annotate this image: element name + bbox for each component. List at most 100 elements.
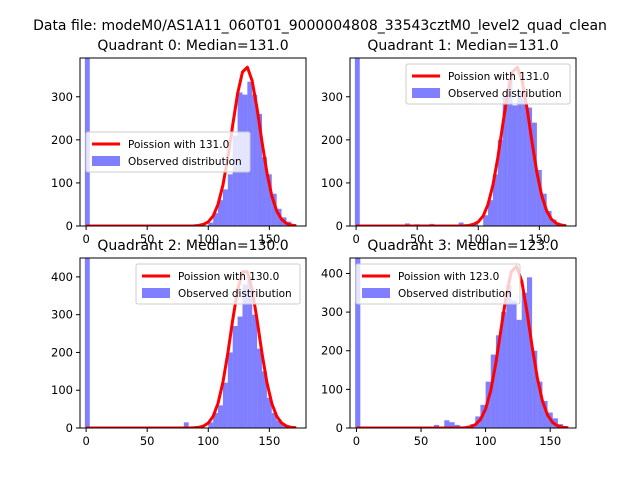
plot-area bbox=[84, 258, 297, 428]
histogram-bar-7 bbox=[232, 135, 238, 226]
histogram-bar-1 bbox=[433, 424, 440, 428]
y-tick-label: 100 bbox=[51, 176, 73, 190]
legend-label-observed: Observed distribution bbox=[448, 88, 562, 100]
histogram-bar-4 bbox=[218, 200, 223, 226]
histogram-bar-12 bbox=[257, 348, 263, 428]
histogram-bar-10 bbox=[247, 276, 253, 428]
axes-frame bbox=[349, 57, 577, 227]
subplot-2: 0 50 100 150 0 100 200 300 400 Quadrant 2: Median… bbox=[51, 238, 307, 448]
x-tick-label: 100 bbox=[197, 232, 219, 246]
legend-bar-swatch bbox=[92, 156, 120, 166]
histogram-bar-0 bbox=[355, 258, 361, 428]
legend-box bbox=[355, 263, 521, 305]
histogram-bar-8 bbox=[488, 200, 493, 226]
y-tick-label: 200 bbox=[51, 345, 73, 359]
subplot-title: Quadrant 1: Median=131.0 bbox=[367, 38, 558, 54]
histogram-bar-5 bbox=[458, 222, 464, 226]
histogram-bar-17 bbox=[532, 122, 537, 226]
histogram-bar-11 bbox=[252, 94, 258, 226]
x-tick-label: 50 bbox=[140, 232, 155, 246]
legend-box bbox=[135, 263, 301, 305]
histogram-bar-20 bbox=[546, 210, 552, 226]
histogram-bar-6 bbox=[227, 174, 233, 226]
legend-label-observed: Observed distribution bbox=[128, 156, 242, 168]
histogram-bar-2 bbox=[444, 420, 450, 428]
histogram-bar-13 bbox=[262, 157, 267, 226]
histogram-bar-9 bbox=[490, 354, 496, 428]
legend: Poission with 131.0 Observed distribution bbox=[405, 63, 571, 105]
histogram-bar-10 bbox=[495, 335, 502, 428]
histogram-bar-5 bbox=[222, 382, 228, 428]
subplot-title: Quadrant 3: Median=123.0 bbox=[367, 238, 558, 254]
x-tick-label: 150 bbox=[258, 434, 280, 448]
histogram-bar-18 bbox=[537, 381, 543, 428]
axes-frame bbox=[79, 57, 307, 227]
x-tick-label: 100 bbox=[197, 434, 219, 448]
y-tick-label: 200 bbox=[321, 133, 343, 147]
x-tick-label: 150 bbox=[528, 232, 550, 246]
x-tick-label: 150 bbox=[258, 232, 280, 246]
histogram-bar-11 bbox=[502, 96, 508, 226]
subplot-0: 0 50 100 150 0 100 200 300 Quadrant 0: Median=13… bbox=[51, 38, 307, 246]
legend-box bbox=[85, 131, 251, 173]
figure-title: Data file: modeM0/AS1A11_060T01_90000048… bbox=[33, 18, 607, 34]
histogram-bar-3 bbox=[213, 412, 219, 428]
histogram-bar-11 bbox=[501, 312, 507, 428]
histogram-bar-0 bbox=[354, 58, 360, 226]
legend-label-poisson: Poission with 123.0 bbox=[398, 271, 499, 283]
histogram-bar-15 bbox=[521, 292, 527, 428]
axes-frame bbox=[79, 257, 307, 429]
histogram-bar-18 bbox=[536, 170, 542, 226]
histogram-bar-15 bbox=[271, 412, 277, 428]
histogram-bar-7 bbox=[483, 215, 489, 226]
legend: Poission with 131.0 Observed distribution bbox=[85, 131, 251, 173]
histogram-bar-2 bbox=[208, 422, 214, 428]
legend-label-observed: Observed distribution bbox=[178, 288, 292, 300]
y-tick-label: 300 bbox=[321, 90, 343, 104]
histogram-bar-0 bbox=[84, 258, 90, 428]
histogram-bar-11 bbox=[252, 314, 258, 428]
subplot-3: 0 50 100 150 0 100 200 300 400 Quadrant 3: Median… bbox=[321, 238, 577, 448]
x-tick-label: 0 bbox=[82, 434, 89, 448]
histogram-bar-14 bbox=[516, 319, 522, 428]
x-tick-label: 0 bbox=[352, 232, 359, 246]
histogram-bar-14 bbox=[266, 397, 272, 428]
histogram-bar-16 bbox=[526, 277, 533, 428]
y-tick-label: 100 bbox=[321, 382, 343, 396]
x-tick-label: 50 bbox=[414, 434, 429, 448]
histogram-bar-15 bbox=[522, 96, 528, 226]
y-tick-label: 300 bbox=[51, 90, 73, 104]
y-tick-label: 100 bbox=[51, 383, 73, 397]
legend-bar-swatch bbox=[362, 288, 390, 298]
histogram-bar-8 bbox=[237, 316, 243, 428]
histogram-bar-13 bbox=[262, 371, 267, 428]
histogram-bar-5 bbox=[222, 189, 228, 226]
histogram-bar-16 bbox=[527, 107, 533, 226]
y-tick-label: 300 bbox=[51, 308, 73, 322]
legend-label-poisson: Poission with 130.0 bbox=[178, 271, 279, 283]
histogram-bar-16 bbox=[276, 420, 282, 428]
legend-label-observed: Observed distribution bbox=[398, 288, 512, 300]
histogram-bar-7 bbox=[232, 326, 238, 428]
legend: Poission with 123.0 Observed distribution bbox=[355, 263, 521, 305]
y-tick-label: 400 bbox=[51, 270, 73, 284]
histogram-bar-19 bbox=[542, 400, 548, 428]
histogram-bar-14 bbox=[266, 174, 272, 226]
y-tick-label: 0 bbox=[336, 421, 343, 435]
x-tick-label: 150 bbox=[539, 434, 561, 448]
x-tick-label: 100 bbox=[467, 232, 489, 246]
x-tick-label: 50 bbox=[410, 232, 425, 246]
histogram-bar-12 bbox=[506, 285, 512, 428]
x-tick-label: 0 bbox=[82, 232, 89, 246]
y-tick-label: 0 bbox=[66, 219, 73, 233]
y-tick-label: 400 bbox=[321, 266, 343, 280]
y-tick-label: 0 bbox=[336, 219, 343, 233]
legend-label-poisson: Poission with 131.0 bbox=[128, 139, 229, 151]
subplot-title: Quadrant 0: Median=131.0 bbox=[97, 38, 288, 54]
legend-bar-swatch bbox=[142, 288, 170, 298]
x-tick-label: 50 bbox=[140, 434, 155, 448]
subplot-1: 0 50 100 150 0 100 200 300 Quadrant 1: Median=13… bbox=[321, 38, 577, 246]
y-tick-label: 100 bbox=[321, 176, 343, 190]
histogram-bar-19 bbox=[541, 193, 547, 226]
